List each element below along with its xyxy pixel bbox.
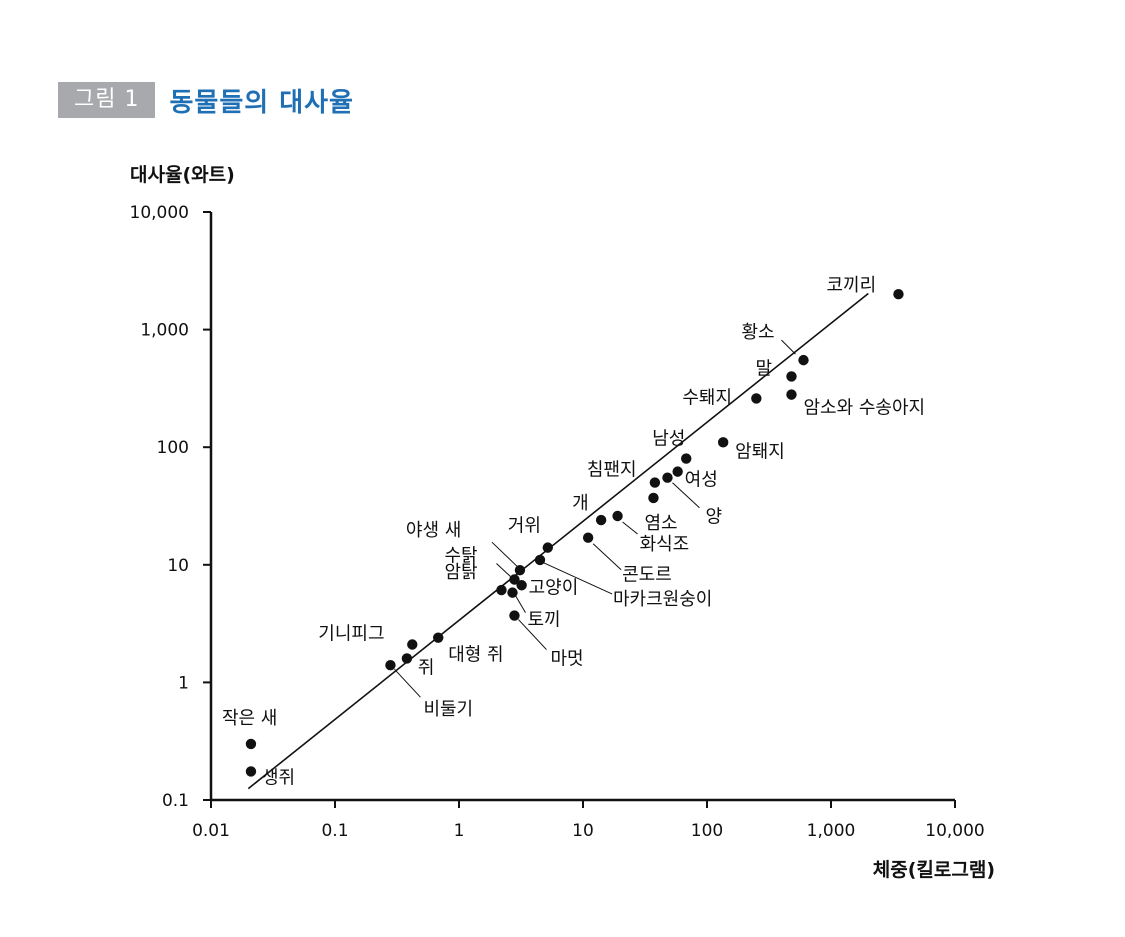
y-tick-label: 10,000: [130, 203, 189, 223]
data-point: [786, 371, 797, 382]
data-point: [751, 393, 762, 404]
y-tick-label: 100: [157, 438, 189, 458]
data-point: [433, 632, 444, 643]
data-point: [893, 288, 904, 300]
leader-line: [394, 668, 421, 698]
data-point: [717, 437, 729, 448]
data-point: [245, 738, 257, 750]
point-label: 거위: [508, 516, 541, 537]
data-point: [681, 453, 692, 464]
data-point: [786, 389, 797, 400]
data-point: [595, 514, 607, 526]
data-point: [245, 766, 257, 777]
leader-line: [592, 543, 622, 571]
y-axis-title: 대사율(와트): [130, 164, 235, 186]
x-tick-label: 0.1: [321, 821, 348, 841]
y-tick-label: 1: [178, 673, 189, 693]
x-tick-label: 10: [572, 821, 594, 841]
point-label: 작은 새: [222, 708, 277, 729]
data-point: [514, 564, 526, 576]
data-point: [496, 584, 507, 596]
point-label: 대형 쥐: [448, 645, 503, 666]
point-label: 여성: [685, 470, 718, 491]
data-point: [407, 639, 418, 650]
point-label: 염소: [644, 513, 677, 534]
point-label: 암탉: [444, 562, 477, 583]
point-label: 수퇘지: [682, 387, 732, 408]
leader-line: [515, 595, 526, 613]
point-label: 암퇘지: [735, 441, 785, 462]
point-label: 마멋: [550, 649, 583, 670]
data-point: [582, 532, 594, 543]
point-label: 쥐: [418, 657, 435, 678]
point-label: 콘도르: [622, 565, 672, 586]
point-label: 황소: [741, 322, 774, 343]
x-tick-label: 0.01: [192, 821, 230, 841]
data-point: [798, 354, 809, 366]
leader-lines: [394, 339, 796, 698]
point-label: 기니피그: [318, 624, 384, 645]
leader-line: [781, 339, 796, 355]
point-label: 개: [572, 493, 589, 514]
point-label: 침팬지: [587, 460, 637, 481]
leader-line: [496, 563, 511, 577]
y-tick-label: 1,000: [140, 321, 189, 341]
leader-line: [543, 562, 613, 595]
y-tick-label: 0.1: [162, 791, 189, 811]
trendline-group: [247, 292, 869, 790]
data-point: [672, 466, 683, 477]
leader-line: [518, 619, 547, 650]
data-point: [542, 542, 553, 553]
x-tick-label: 1: [454, 821, 465, 841]
leader-line: [622, 521, 638, 535]
x-tick-label: 1,000: [807, 821, 856, 841]
data-point: [401, 653, 413, 664]
x-axis-title: 체중(킬로그램): [873, 859, 995, 881]
leader-line: [491, 541, 518, 567]
point-label: 말: [755, 358, 772, 379]
point-label: 생쥐: [262, 767, 295, 788]
data-point: [534, 554, 546, 566]
leader-line: [672, 482, 700, 509]
point-label: 비둘기: [423, 699, 473, 720]
x-tick-label: 100: [691, 821, 723, 841]
data-point: [509, 574, 520, 585]
y-tick-label: 10: [167, 556, 189, 576]
figure-title: 동물들의 대사율: [169, 87, 354, 118]
data-point: [509, 610, 520, 621]
point-label: 화식조: [640, 534, 690, 555]
point-label: 코끼리: [826, 275, 876, 296]
data-point: [385, 660, 396, 671]
axes: 0.01 0.1 1 10 100 1,000 10,0000.11101001,00010…: [130, 164, 995, 881]
data-point: [516, 580, 527, 591]
x-tick-label: 10,000: [925, 821, 984, 841]
point-label: 고양이: [529, 577, 579, 598]
data-point: [612, 510, 623, 522]
point-label: 암소와 수송아지: [803, 398, 925, 419]
point-label: 야생 새: [406, 520, 461, 541]
point-label: 남성: [652, 429, 685, 450]
data-point: [649, 477, 661, 488]
point-label: 수탉: [444, 545, 477, 566]
data-points: [245, 288, 904, 777]
point-label: 토끼: [527, 610, 560, 631]
trendline: [247, 292, 869, 790]
point-label: 마카크원숭이: [613, 589, 712, 610]
data-point: [507, 587, 518, 598]
data-point: [648, 492, 659, 504]
figure-tag: 그림 1: [58, 82, 156, 118]
data-point: [662, 472, 673, 483]
point-label: 양: [705, 507, 722, 528]
figure-header: 그림 1 동물들의 대사율: [58, 82, 354, 118]
